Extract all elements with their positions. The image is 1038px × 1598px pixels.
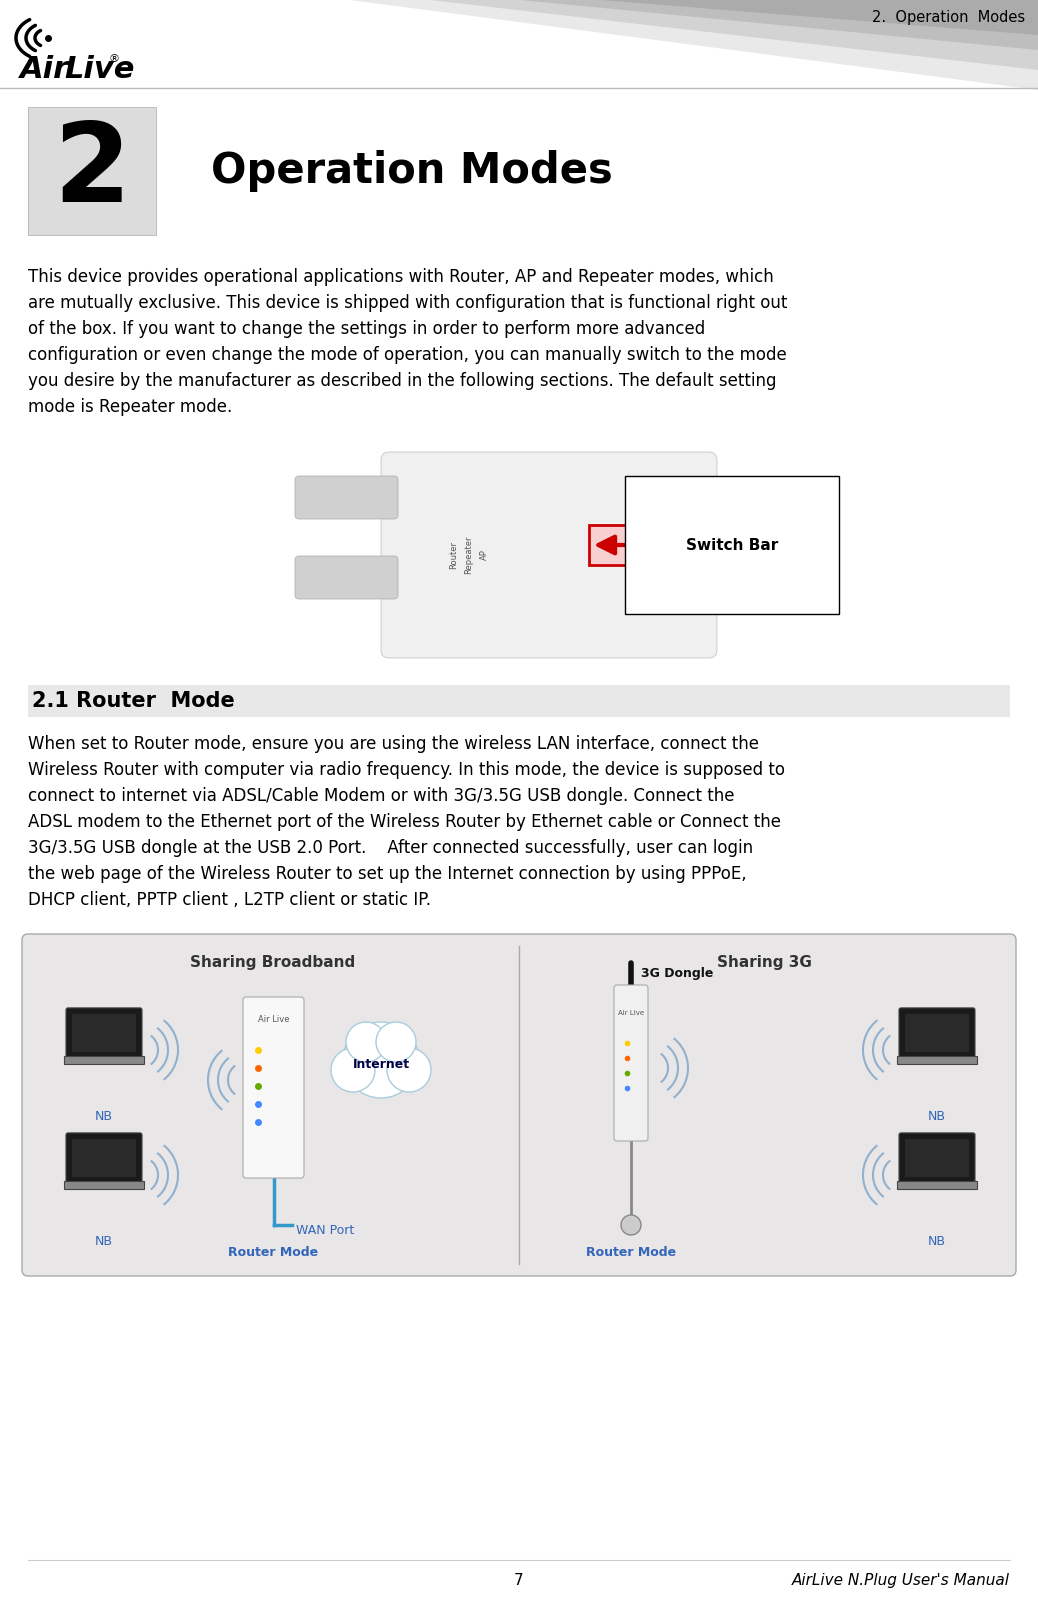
FancyBboxPatch shape [295,556,398,599]
Text: NB: NB [95,1111,113,1123]
FancyBboxPatch shape [72,1139,136,1176]
FancyBboxPatch shape [614,984,648,1141]
Text: Router: Router [449,542,459,569]
Text: Wireless Router with computer via radio frequency. In this mode, the device is s: Wireless Router with computer via radio … [28,761,785,778]
FancyBboxPatch shape [28,107,156,235]
Text: Sharing Broadband: Sharing Broadband [190,954,356,970]
Text: Air Live: Air Live [618,1010,644,1016]
Text: AP: AP [480,550,489,561]
FancyBboxPatch shape [72,1013,136,1051]
Text: Air: Air [20,54,70,85]
Text: are mutually exclusive. This device is shipped with configuration that is functi: are mutually exclusive. This device is s… [28,294,788,312]
Text: 3G/3.5G USB dongle at the USB 2.0 Port.    After connected successfully, user ca: 3G/3.5G USB dongle at the USB 2.0 Port. … [28,839,754,857]
Text: Router Mode: Router Mode [228,1245,319,1259]
Text: configuration or even change the mode of operation, you can manually switch to t: configuration or even change the mode of… [28,347,787,364]
Text: ®: ® [108,54,119,64]
Text: 3G Dongle: 3G Dongle [641,967,713,980]
Text: NB: NB [928,1111,946,1123]
Text: the web page of the Wireless Router to set up the Internet connection by using P: the web page of the Wireless Router to s… [28,865,746,884]
Text: Air Live: Air Live [257,1015,290,1024]
FancyBboxPatch shape [28,686,1010,718]
Polygon shape [430,0,1038,70]
Text: mode is Repeater mode.: mode is Repeater mode. [28,398,233,415]
Text: NB: NB [95,1235,113,1248]
Text: NB: NB [928,1235,946,1248]
Text: 7: 7 [514,1572,524,1588]
Text: When set to Router mode, ensure you are using the wireless LAN interface, connec: When set to Router mode, ensure you are … [28,735,759,753]
Polygon shape [600,0,1038,35]
Polygon shape [520,0,1038,50]
Text: Operation Modes: Operation Modes [211,150,612,192]
FancyBboxPatch shape [64,1056,144,1064]
Text: connect to internet via ADSL/Cable Modem or with 3G/3.5G USB dongle. Connect the: connect to internet via ADSL/Cable Modem… [28,786,735,805]
Text: Live: Live [64,54,134,85]
Text: 2.  Operation  Modes: 2. Operation Modes [872,10,1025,26]
Text: AirLive N.Plug User's Manual: AirLive N.Plug User's Manual [792,1572,1010,1588]
Text: Repeater: Repeater [464,535,473,574]
Text: 2: 2 [53,118,131,224]
FancyBboxPatch shape [589,526,637,566]
FancyBboxPatch shape [381,452,717,658]
FancyBboxPatch shape [66,1133,142,1183]
FancyBboxPatch shape [295,476,398,519]
FancyBboxPatch shape [899,1133,975,1183]
Text: Router Mode: Router Mode [585,1245,676,1259]
Circle shape [621,1214,641,1235]
Text: of the box. If you want to change the settings in order to perform more advanced: of the box. If you want to change the se… [28,320,705,339]
Text: Sharing 3G: Sharing 3G [716,954,812,970]
Text: This device provides operational applications with Router, AP and Repeater modes: This device provides operational applica… [28,268,773,286]
Text: 2.1 Router  Mode: 2.1 Router Mode [32,690,235,711]
FancyBboxPatch shape [64,1181,144,1189]
FancyBboxPatch shape [905,1139,969,1176]
Text: Internet: Internet [353,1058,410,1072]
Circle shape [343,1023,419,1098]
FancyBboxPatch shape [22,933,1016,1275]
Text: Switch Bar: Switch Bar [686,537,778,553]
Circle shape [387,1048,431,1091]
Polygon shape [350,0,1038,89]
FancyBboxPatch shape [905,1013,969,1051]
Circle shape [331,1048,375,1091]
Text: ADSL modem to the Ethernet port of the Wireless Router by Ethernet cable or Conn: ADSL modem to the Ethernet port of the W… [28,813,781,831]
Text: you desire by the manufacturer as described in the following sections. The defau: you desire by the manufacturer as descri… [28,372,776,390]
FancyBboxPatch shape [243,997,304,1178]
Circle shape [346,1023,386,1063]
FancyBboxPatch shape [897,1181,977,1189]
FancyBboxPatch shape [899,1008,975,1058]
Circle shape [376,1023,416,1063]
FancyBboxPatch shape [897,1056,977,1064]
Text: DHCP client, PPTP client , L2TP client or static IP.: DHCP client, PPTP client , L2TP client o… [28,892,431,909]
FancyBboxPatch shape [66,1008,142,1058]
Text: WAN Port: WAN Port [296,1224,354,1237]
